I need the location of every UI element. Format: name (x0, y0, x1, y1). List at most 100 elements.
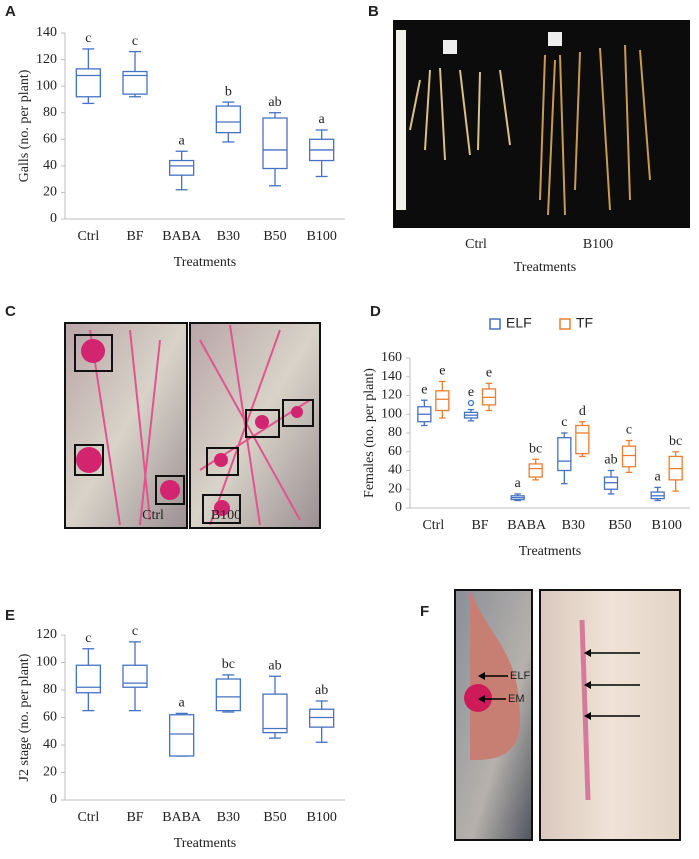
significance-letter: ab (604, 453, 617, 468)
significance-letter: c (85, 31, 91, 46)
roots (409, 44, 651, 216)
y-tick-label: 120 (36, 52, 57, 67)
photo-label: Ctrl (465, 237, 487, 252)
tag (548, 32, 562, 46)
significance-letter: a (179, 696, 186, 711)
significance-letter: a (179, 133, 186, 148)
x-tick-label: B50 (608, 518, 631, 533)
y-tick-label: 40 (43, 737, 57, 752)
x-tick-label: BABA (162, 810, 202, 825)
photo-label: EM (508, 693, 525, 705)
x-tick-label: B30 (562, 518, 585, 533)
y-tick-label: 100 (36, 655, 57, 670)
y-tick-label: 20 (43, 765, 57, 780)
box (75, 68, 101, 98)
y-tick-label: 60 (43, 132, 57, 147)
y-tick-label: 60 (388, 444, 402, 459)
x-tick-label: BF (471, 518, 488, 533)
x-tick-label: B100 (306, 810, 336, 825)
y-tick-label: 80 (43, 682, 57, 697)
y-tick-label: 40 (388, 463, 402, 478)
significance-letter: ab (315, 683, 328, 698)
photo-frame (189, 322, 321, 529)
box (75, 664, 101, 694)
ruler (396, 30, 406, 210)
significance-letter: e (439, 364, 445, 379)
legend-swatch (489, 318, 501, 330)
x-tick-label: BF (126, 810, 143, 825)
y-tick-label: 0 (50, 792, 57, 807)
significance-letter: c (85, 631, 91, 646)
arrow-heads (478, 649, 591, 720)
x-tick-label: BABA (507, 518, 547, 533)
tag (443, 40, 457, 54)
y-tick-label: 120 (381, 388, 402, 403)
x-tick-label: B100 (306, 229, 336, 244)
significance-letter: d (579, 404, 586, 419)
panel-label: A (5, 3, 16, 20)
significance-letter: c (132, 34, 138, 49)
y-tick-label: 20 (388, 481, 402, 496)
y-tick-label: 80 (43, 105, 57, 120)
legend-label: TF (576, 315, 593, 331)
significance-letter: b (225, 84, 232, 99)
box (309, 708, 335, 728)
photo-frame (454, 589, 533, 841)
significance-letter: a (655, 470, 662, 485)
box (215, 105, 241, 134)
x-tick-label: B30 (217, 810, 240, 825)
significance-letter: ab (268, 658, 281, 673)
galls (76, 339, 303, 516)
photo-label: ELF (510, 670, 530, 682)
egg-mass (464, 684, 492, 712)
panel-label: D (370, 303, 381, 320)
y-axis-label: Galls (no. per plant) (17, 69, 32, 182)
panel-label: C (5, 303, 16, 320)
box (215, 678, 241, 712)
y-tick-label: 0 (395, 500, 402, 515)
y-tick-label: 120 (36, 627, 57, 642)
photo-label: Ctrl (142, 508, 164, 523)
significance-letter: e (421, 382, 427, 397)
panel-label: B (368, 3, 379, 20)
root-stain (579, 619, 591, 801)
significance-letter: a (515, 476, 522, 491)
legend-swatch (559, 318, 571, 330)
x-tick-label: Ctrl (77, 229, 99, 244)
box (169, 714, 195, 757)
photo-x-label: Treatments (514, 260, 576, 275)
outlier (467, 399, 475, 407)
box (169, 159, 195, 176)
significance-letter: ab (268, 95, 281, 110)
box (262, 693, 288, 734)
box (435, 390, 450, 412)
x-tick-label: B50 (263, 810, 286, 825)
y-tick-label: 80 (388, 425, 402, 440)
y-tick-label: 160 (381, 350, 402, 365)
photo-frame (64, 322, 188, 529)
significance-letter: bc (222, 657, 235, 672)
significance-letter: c (132, 624, 138, 639)
photo-root (540, 590, 680, 840)
x-axis-label: Treatments (174, 836, 236, 851)
highlight-boxes (74, 334, 314, 524)
y-tick-label: 100 (36, 78, 57, 93)
box (575, 424, 590, 455)
x-tick-label: B50 (263, 229, 286, 244)
panel-label: E (5, 607, 15, 624)
y-tick-label: 140 (36, 25, 57, 40)
box (557, 437, 572, 472)
x-tick-label: BF (126, 229, 143, 244)
y-tick-label: 0 (50, 211, 57, 226)
x-tick-label: Ctrl (77, 810, 99, 825)
y-tick-label: 60 (43, 710, 57, 725)
significance-letter: e (468, 385, 474, 400)
x-axis-label: Treatments (174, 255, 236, 270)
significance-letter: e (486, 366, 492, 381)
photo-label: B100 (211, 508, 241, 523)
significance-letter: bc (669, 434, 682, 449)
y-tick-label: 40 (43, 158, 57, 173)
significance-letter: a (319, 112, 326, 127)
x-axis-label: Treatments (519, 544, 581, 559)
